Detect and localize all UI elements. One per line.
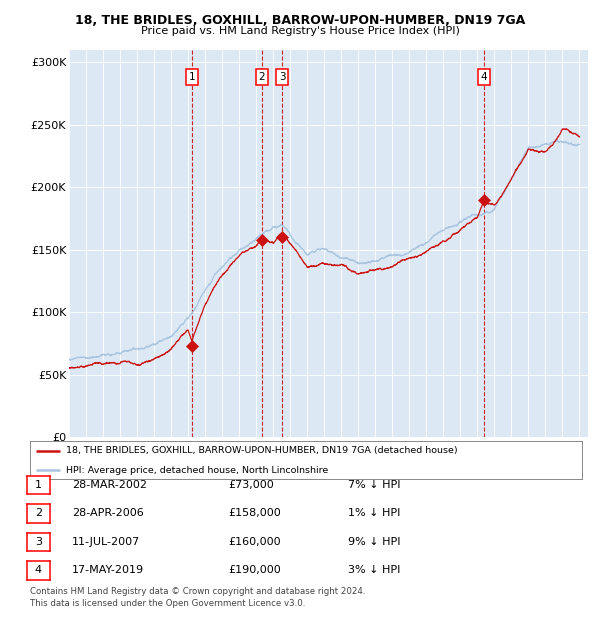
Text: HPI: Average price, detached house, North Lincolnshire: HPI: Average price, detached house, Nort… [66, 466, 328, 475]
Text: £160,000: £160,000 [228, 537, 281, 547]
Text: 3: 3 [279, 72, 286, 82]
Text: 2: 2 [259, 72, 265, 82]
Text: 9% ↓ HPI: 9% ↓ HPI [348, 537, 401, 547]
Text: Contains HM Land Registry data © Crown copyright and database right 2024.: Contains HM Land Registry data © Crown c… [30, 587, 365, 596]
Text: 3: 3 [35, 537, 42, 547]
Text: 3% ↓ HPI: 3% ↓ HPI [348, 565, 400, 575]
Text: 1: 1 [35, 480, 42, 490]
Text: 18, THE BRIDLES, GOXHILL, BARROW-UPON-HUMBER, DN19 7GA (detached house): 18, THE BRIDLES, GOXHILL, BARROW-UPON-HU… [66, 446, 458, 455]
Text: 4: 4 [35, 565, 42, 575]
Text: £190,000: £190,000 [228, 565, 281, 575]
Text: This data is licensed under the Open Government Licence v3.0.: This data is licensed under the Open Gov… [30, 598, 305, 608]
Text: 28-APR-2006: 28-APR-2006 [72, 508, 144, 518]
Text: £158,000: £158,000 [228, 508, 281, 518]
Text: 1: 1 [189, 72, 196, 82]
Text: Price paid vs. HM Land Registry's House Price Index (HPI): Price paid vs. HM Land Registry's House … [140, 26, 460, 36]
Text: 1% ↓ HPI: 1% ↓ HPI [348, 508, 400, 518]
Text: 7% ↓ HPI: 7% ↓ HPI [348, 480, 401, 490]
Text: 2: 2 [35, 508, 42, 518]
Text: £73,000: £73,000 [228, 480, 274, 490]
Text: 17-MAY-2019: 17-MAY-2019 [72, 565, 144, 575]
Text: 11-JUL-2007: 11-JUL-2007 [72, 537, 140, 547]
Text: 28-MAR-2002: 28-MAR-2002 [72, 480, 147, 490]
Text: 18, THE BRIDLES, GOXHILL, BARROW-UPON-HUMBER, DN19 7GA: 18, THE BRIDLES, GOXHILL, BARROW-UPON-HU… [75, 14, 525, 27]
Text: 4: 4 [481, 72, 487, 82]
